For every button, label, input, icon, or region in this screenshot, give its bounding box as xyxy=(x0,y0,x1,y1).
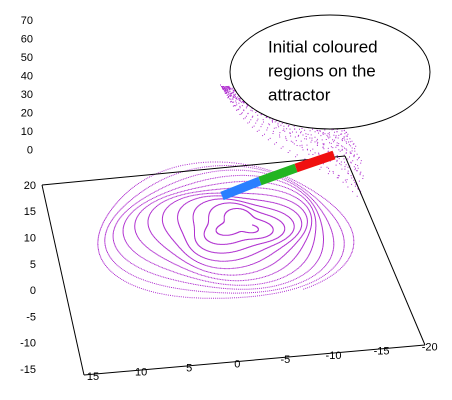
z-tick-label: 60 xyxy=(21,33,33,45)
x-tick-label: -10 xyxy=(326,350,342,362)
y-tick-label: 15 xyxy=(24,206,36,218)
y-tick-label: 20 xyxy=(24,180,36,192)
y-tick-label: -15 xyxy=(20,364,36,376)
plane-edge xyxy=(41,184,85,376)
x-tick-label: 5 xyxy=(186,363,192,375)
z-tick-label: 0 xyxy=(27,144,33,156)
callout-bubble xyxy=(229,14,431,130)
callout-line: Initial coloured xyxy=(268,37,378,56)
x-tick-label: 0 xyxy=(234,358,240,370)
y-tick-label: 0 xyxy=(30,285,36,297)
green-region xyxy=(258,163,298,186)
y-tick-label: -5 xyxy=(26,311,36,323)
blue-region xyxy=(220,176,262,201)
x-tick-label: -15 xyxy=(374,346,390,358)
plane-edge xyxy=(41,155,346,186)
x-tick-label: -20 xyxy=(422,342,438,354)
red-region xyxy=(294,150,336,173)
y-tick-label: -10 xyxy=(20,338,36,350)
x-tick-label: -5 xyxy=(281,354,291,366)
z-tick-label: 10 xyxy=(21,126,33,138)
z-tick-label: 40 xyxy=(21,70,33,82)
x-tick-label: 10 xyxy=(135,367,147,379)
callout-line: attractor xyxy=(268,85,331,104)
y-tick-label: 5 xyxy=(30,259,36,271)
z-tick-label: 30 xyxy=(21,89,33,101)
y-tick-label: 10 xyxy=(24,233,36,245)
callout-line: regions on the xyxy=(268,61,376,80)
x-tick-label: 15 xyxy=(87,371,99,383)
z-tick-label: 70 xyxy=(21,15,33,27)
z-tick-label: 20 xyxy=(21,107,33,119)
plane-edge xyxy=(83,344,426,376)
plane-edge xyxy=(344,155,426,346)
z-tick-label: 50 xyxy=(21,52,33,64)
